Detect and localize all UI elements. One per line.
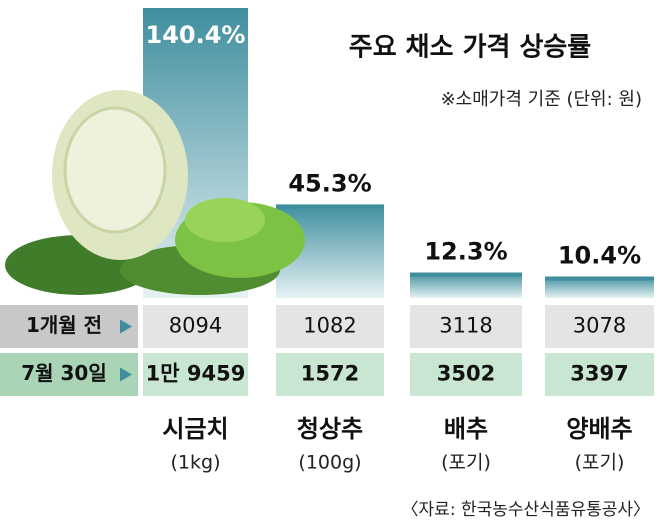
row-label: 1개월 전 <box>26 313 102 337</box>
cell-value: 3078 <box>573 314 626 338</box>
cell-value: 3118 <box>439 314 492 338</box>
cell-bg <box>545 353 654 396</box>
unit-label: (100g) <box>298 452 361 474</box>
source: 〈자료: 한국농수산식품유통공사〉 <box>402 500 650 520</box>
chart-subtitle: ※소매가격 기준 (단위: 원) <box>441 89 642 110</box>
value-label: 140.4% <box>146 21 246 49</box>
unit-label: (포기) <box>575 452 625 474</box>
cell-bg <box>276 305 384 348</box>
cell-bg <box>143 353 248 396</box>
cell-value: 1만 9459 <box>146 362 246 386</box>
cell-bg <box>276 353 384 396</box>
cell-value: 1082 <box>303 314 356 338</box>
row-label-bg <box>0 305 138 348</box>
bar-cap <box>276 204 384 209</box>
row-label-bg <box>0 353 138 396</box>
category-label: 배추 <box>444 415 488 443</box>
row-arrow <box>120 319 132 334</box>
row-label: 7월 30일 <box>21 361 107 385</box>
row-arrow <box>120 367 132 382</box>
category-label: 청상추 <box>297 415 363 443</box>
cell-value: 8094 <box>169 314 222 338</box>
category-label: 양배추 <box>566 415 632 443</box>
unit-label: (1kg) <box>171 452 221 474</box>
unit-label: (포기) <box>441 452 491 474</box>
bar-cap <box>143 8 248 12</box>
bar <box>410 272 522 298</box>
bar-cap <box>410 272 522 277</box>
cell-bg <box>143 305 248 348</box>
value-label: 45.3% <box>288 169 371 197</box>
chart-title: 주요 채소 가격 상승률 <box>349 33 592 63</box>
category-label: 시금치 <box>162 415 228 443</box>
cell-bg <box>410 353 522 396</box>
value-label: 10.4% <box>558 242 641 270</box>
value-label: 12.3% <box>424 238 507 266</box>
vegetable-illustration <box>5 90 305 295</box>
bar-cap <box>545 276 654 281</box>
bar <box>545 276 654 298</box>
cell-value: 1572 <box>301 362 359 386</box>
cell-value: 3502 <box>437 362 495 386</box>
cell-value: 3397 <box>570 362 628 386</box>
cell-bg <box>410 305 522 348</box>
cell-bg <box>545 305 654 348</box>
